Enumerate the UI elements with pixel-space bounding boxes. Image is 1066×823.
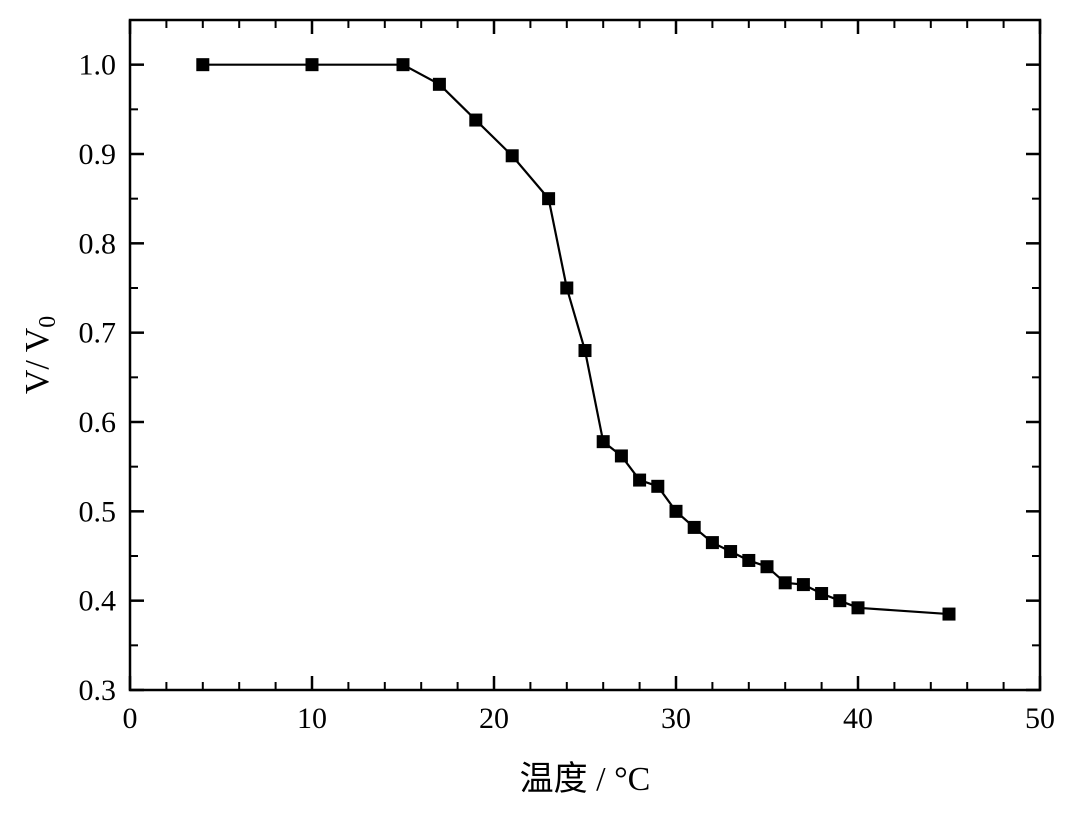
x-tick-label: 20 [479,702,509,735]
x-tick-label: 30 [661,702,691,735]
data-marker [634,474,646,486]
data-marker [834,595,846,607]
data-marker [397,59,409,71]
data-marker [706,537,718,549]
data-marker [943,608,955,620]
data-marker [761,561,773,573]
series-line [203,65,949,614]
data-marker [688,521,700,533]
y-tick-label: 0.3 [79,674,117,707]
x-tick-label: 10 [297,702,327,735]
y-tick-label: 0.6 [79,406,117,439]
data-marker [725,546,737,558]
data-marker [506,150,518,162]
data-marker [470,114,482,126]
chart-svg: 0 10 20 30 40 50 0.3 0.4 0.5 0.6 0.7 0.8 0.9 1.0 温度 / … [0,0,1066,823]
x-tick-label: 40 [843,702,873,735]
y-tick-label: 0.4 [79,585,117,618]
y-tick-label: 0.8 [79,227,117,260]
data-marker [797,579,809,591]
data-marker [743,554,755,566]
data-marker [852,602,864,614]
y-tick-label: 1.0 [79,49,117,82]
y-tick-label: 0.9 [79,138,117,171]
data-marker [306,59,318,71]
data-marker [652,480,664,492]
data-marker [197,59,209,71]
x-tick-label: 0 [123,702,138,735]
data-marker [579,345,591,357]
data-marker [670,505,682,517]
y-axis-label-group: V/ V0 [19,316,61,394]
y-axis-label: V/ V0 [19,316,61,394]
data-marker [543,193,555,205]
x-axis-label: 温度 / °C [520,760,651,798]
data-marker [433,78,445,90]
data-marker [615,450,627,462]
x-tick-label: 50 [1025,702,1055,735]
data-marker [597,436,609,448]
y-tick-label: 0.5 [79,495,117,528]
chart-container: 0 10 20 30 40 50 0.3 0.4 0.5 0.6 0.7 0.8 0.9 1.0 温度 / … [0,0,1066,823]
data-marker [561,282,573,294]
y-tick-label: 0.7 [79,317,117,350]
data-marker [816,588,828,600]
data-marker [779,577,791,589]
